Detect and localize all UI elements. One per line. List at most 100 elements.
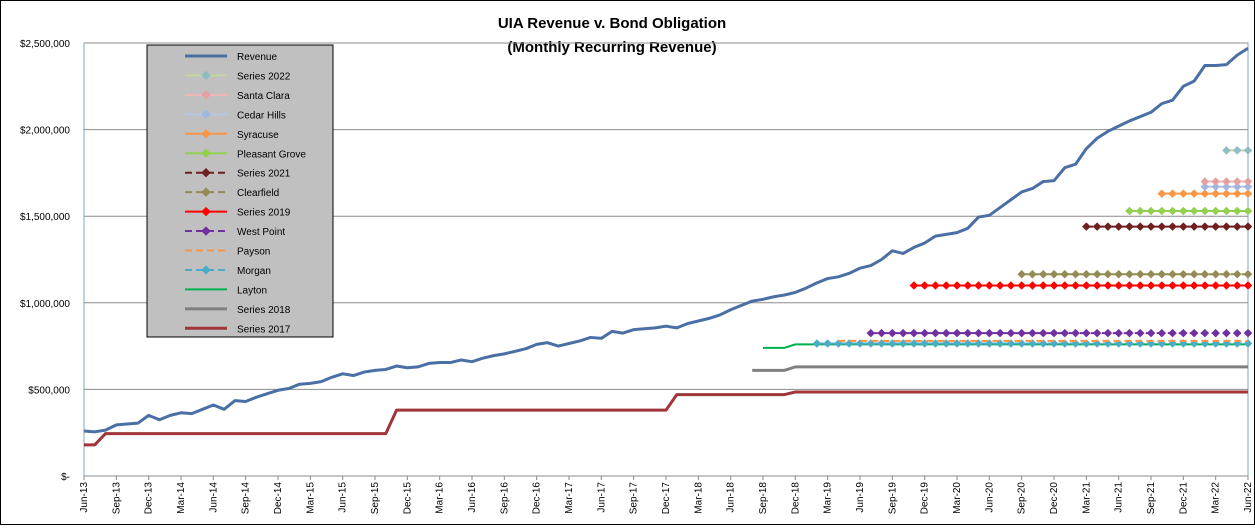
series-marker (1038, 269, 1048, 279)
x-tick-label: Mar-14 (176, 482, 187, 514)
series-marker (1200, 328, 1210, 338)
series-marker (1222, 206, 1231, 216)
legend-label: Cedar Hills (237, 110, 286, 121)
series-marker (1178, 189, 1188, 199)
x-tick-label: Dec-20 (1049, 482, 1060, 515)
series-marker (1081, 222, 1091, 231)
series-marker (1081, 269, 1091, 279)
series-marker (920, 328, 930, 338)
series-marker (963, 328, 973, 338)
series-marker (984, 339, 994, 348)
series-marker (1146, 328, 1156, 338)
legend-marker (201, 129, 211, 139)
legend-marker (201, 265, 211, 275)
series-marker (1243, 281, 1253, 290)
series-marker (1135, 281, 1145, 290)
series-marker (898, 328, 908, 338)
series-marker (1103, 269, 1113, 279)
series-marker (1168, 281, 1177, 290)
x-tick-label: Dec-18 (790, 482, 801, 515)
series-marker (1222, 177, 1231, 186)
legend-label: Series 2018 (237, 305, 291, 316)
y-tick-label: $2,500,000 (20, 39, 70, 50)
x-tick-label: Jun-21 (1114, 482, 1125, 513)
series-marker (1157, 281, 1167, 290)
x-tick-label: Jun-18 (726, 482, 737, 513)
series-marker (1232, 182, 1242, 192)
series-marker (1178, 281, 1188, 290)
series-marker (1049, 281, 1059, 290)
series-marker (1232, 146, 1242, 155)
series-marker (1125, 269, 1134, 279)
series-marker (1125, 222, 1134, 231)
series-marker (1200, 269, 1210, 279)
series-marker (1200, 182, 1210, 192)
series-marker (823, 339, 833, 348)
series-marker (1017, 269, 1027, 279)
series-marker (909, 281, 919, 290)
series-marker (1222, 269, 1231, 279)
series-marker (1211, 189, 1221, 199)
x-tick-label: Dec-16 (532, 482, 543, 515)
x-tick-label: Sep-19 (887, 482, 898, 515)
x-tick-label: Jun-15 (338, 482, 349, 513)
x-tick-label: Jun-17 (596, 482, 607, 513)
series-marker (1232, 328, 1242, 338)
series-marker (931, 281, 940, 290)
series-marker (1178, 269, 1188, 279)
series-marker (1168, 189, 1177, 199)
legend-label: Morgan (237, 266, 271, 277)
series-marker (1092, 222, 1102, 231)
series-marker (1114, 328, 1124, 338)
series-marker (1243, 189, 1253, 199)
series-marker (1211, 281, 1221, 290)
series-marker (1060, 281, 1070, 290)
series-marker (887, 328, 897, 338)
series-marker (1211, 182, 1221, 192)
series-marker (984, 281, 994, 290)
legend-label: Series 2019 (237, 208, 291, 219)
x-tick-label: Sep-14 (241, 482, 252, 515)
series-marker (1071, 281, 1080, 290)
x-tick-label: Mar-16 (435, 482, 446, 514)
legend-label: West Point (237, 227, 285, 238)
series-marker (1135, 328, 1145, 338)
series-marker (1081, 339, 1091, 348)
legend-marker (201, 70, 211, 81)
series-marker (1222, 281, 1231, 290)
series-marker (995, 281, 1005, 290)
y-tick-label: $2,000,000 (20, 126, 70, 137)
series-marker (1200, 222, 1210, 231)
legend-label: Santa Clara (237, 91, 290, 102)
series-marker (941, 328, 951, 338)
legend-box (146, 44, 334, 338)
series-marker (1222, 222, 1231, 231)
x-tick-label: Sep-20 (1017, 482, 1028, 515)
series-marker (1092, 269, 1102, 279)
series-marker (963, 281, 973, 290)
series-marker (1146, 281, 1156, 290)
series-marker (1049, 269, 1059, 279)
series-marker (995, 328, 1005, 338)
series-marker (1243, 146, 1253, 155)
series-marker (1200, 189, 1210, 199)
series-marker (1189, 222, 1199, 231)
series-marker (1243, 206, 1253, 216)
x-tick-label: Mar-18 (693, 482, 704, 514)
series-marker (1232, 222, 1242, 231)
series-marker (1103, 222, 1113, 231)
x-tick-label: Jun-14 (208, 482, 219, 513)
x-tick-label: Sep-17 (629, 482, 640, 515)
x-tick-label: Mar-22 (1211, 482, 1222, 514)
series-marker (1157, 206, 1167, 216)
x-tick-label: Dec-19 (920, 482, 931, 515)
series-marker (909, 328, 919, 338)
series-marker (877, 328, 886, 338)
series-marker (941, 339, 951, 348)
series-marker (1114, 222, 1124, 231)
series-marker (974, 328, 983, 338)
legend-label: Series 2022 (237, 71, 291, 82)
series-marker (1232, 281, 1242, 290)
legend-label: Series 2017 (237, 324, 291, 335)
series-marker (1114, 269, 1124, 279)
